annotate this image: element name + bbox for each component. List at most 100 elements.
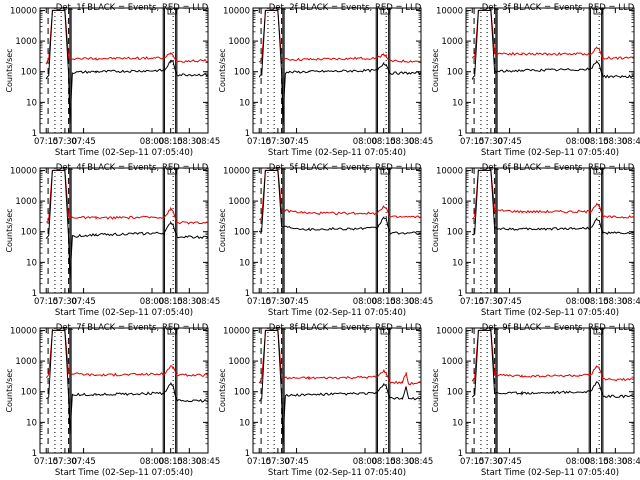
x-tick-label: 07:15: [34, 137, 59, 147]
x-tick-label: 08:45: [622, 297, 640, 307]
plot-frame: [39, 7, 209, 134]
lld-series-line: [45, 329, 208, 378]
y-tick-label: 100: [21, 68, 37, 78]
y-axis-label: Counts/sec: [5, 208, 14, 252]
x-axis-label: Start Time (02-Sep-11 07:05:40): [268, 148, 406, 158]
detector-panel: Det. 1f BLACK = Events, RED = LLD1101001…: [5, 3, 220, 158]
x-tick-label: 07:30: [266, 457, 291, 467]
time-marker-box: [593, 7, 603, 15]
x-tick-label: 08:45: [409, 137, 434, 147]
y-tick-label: 100: [234, 228, 250, 238]
lld-series-line: [258, 329, 421, 386]
lld-series-line: [45, 9, 208, 65]
plot-area: [471, 168, 634, 293]
x-tick-label: 08:45: [196, 297, 221, 307]
y-tick-label: 1: [458, 289, 463, 299]
lld-series-line: [259, 169, 421, 220]
y-axis-label: Counts/sec: [431, 48, 440, 92]
x-tick-label: 08:00: [353, 137, 378, 147]
time-marker-box: [167, 7, 177, 15]
x-tick-label: 08:30: [390, 457, 415, 467]
y-tick-label: 100: [234, 68, 250, 78]
x-tick-label: 07:30: [479, 137, 504, 147]
x-tick-label: 07:45: [497, 457, 522, 467]
x-tick-label: 08:15: [371, 137, 396, 147]
x-tick-label: 08:45: [622, 457, 640, 467]
y-tick-label: 100: [447, 68, 463, 78]
x-axis-label: Start Time (02-Sep-11 07:05:40): [481, 468, 619, 478]
x-tick-label: 08:30: [603, 137, 628, 147]
y-tick-label: 10: [239, 418, 250, 428]
y-tick-label: 10: [26, 258, 37, 268]
y-axis-label: Counts/sec: [218, 208, 227, 252]
x-axis-label: Start Time (02-Sep-11 07:05:40): [268, 468, 406, 478]
plot-area: [258, 8, 421, 133]
y-tick-label: 1000: [15, 37, 37, 47]
plot-frame: [465, 327, 635, 454]
time-marker-box: [167, 327, 177, 335]
time-marker-box: [380, 167, 390, 175]
y-tick-label: 10000: [10, 166, 37, 176]
detector-panel: Det. 6f BLACK = Events, RED = LLD1101001…: [431, 163, 640, 318]
detector-panel: Det. 7f BLACK = Events, RED = LLD1101001…: [5, 323, 220, 478]
y-tick-label: 1: [245, 449, 250, 459]
y-axis-label: Counts/sec: [431, 368, 440, 412]
x-tick-label: 08:15: [584, 457, 609, 467]
plot-frame: [39, 167, 209, 294]
x-tick-label: 07:30: [266, 137, 291, 147]
plot-frame: [252, 7, 422, 134]
detector-panel: Det. 3f BLACK = Events, RED = LLD1101001…: [431, 3, 640, 158]
y-axis-label: Counts/sec: [218, 48, 227, 92]
y-tick-label: 1000: [15, 357, 37, 367]
x-tick-label: 08:45: [409, 457, 434, 467]
y-axis-label: Counts/sec: [431, 208, 440, 252]
plot-frame: [465, 167, 635, 294]
x-tick-label: 07:15: [460, 297, 485, 307]
x-tick-label: 07:45: [284, 297, 309, 307]
x-tick-label: 08:45: [409, 297, 434, 307]
x-tick-label: 08:00: [140, 297, 165, 307]
y-tick-label: 100: [447, 388, 463, 398]
events-series-line: [45, 169, 208, 280]
x-tick-label: 07:45: [71, 457, 96, 467]
x-tick-label: 08:45: [622, 137, 640, 147]
x-tick-label: 07:15: [247, 137, 272, 147]
y-tick-label: 100: [21, 388, 37, 398]
y-tick-label: 1000: [228, 37, 250, 47]
x-tick-label: 07:45: [284, 457, 309, 467]
y-tick-label: 1000: [441, 37, 463, 47]
lld-series-line: [471, 329, 634, 382]
x-tick-label: 08:15: [158, 137, 183, 147]
y-tick-label: 1: [32, 449, 37, 459]
events-series-line: [258, 329, 421, 445]
events-series-line: [471, 9, 634, 80]
x-tick-label: 07:30: [53, 457, 78, 467]
y-axis-label: Counts/sec: [5, 368, 14, 412]
events-series-line: [471, 329, 634, 399]
plot-area: [258, 168, 421, 293]
y-axis-label: Counts/sec: [218, 368, 227, 412]
x-tick-label: 07:30: [266, 297, 291, 307]
y-tick-label: 1: [32, 129, 37, 139]
x-tick-label: 08:00: [566, 297, 591, 307]
events-series-line: [46, 329, 208, 435]
y-tick-label: 10: [239, 258, 250, 268]
y-tick-label: 1: [245, 289, 250, 299]
x-tick-label: 07:30: [53, 297, 78, 307]
y-tick-label: 10: [26, 418, 37, 428]
x-tick-label: 08:30: [390, 297, 415, 307]
x-tick-label: 08:00: [353, 457, 378, 467]
x-tick-label: 07:15: [247, 457, 272, 467]
y-tick-label: 10000: [10, 326, 37, 336]
x-tick-label: 08:30: [603, 457, 628, 467]
plot-area: [471, 328, 634, 453]
x-axis-label: Start Time (02-Sep-11 07:05:40): [481, 308, 619, 318]
plot-area: [258, 328, 421, 453]
lld-series-line: [46, 169, 208, 225]
x-tick-label: 08:15: [584, 297, 609, 307]
x-tick-label: 07:30: [53, 137, 78, 147]
time-marker-box: [593, 327, 603, 335]
y-tick-label: 10000: [223, 6, 250, 16]
x-tick-label: 08:15: [158, 457, 183, 467]
y-tick-label: 1000: [441, 357, 463, 367]
